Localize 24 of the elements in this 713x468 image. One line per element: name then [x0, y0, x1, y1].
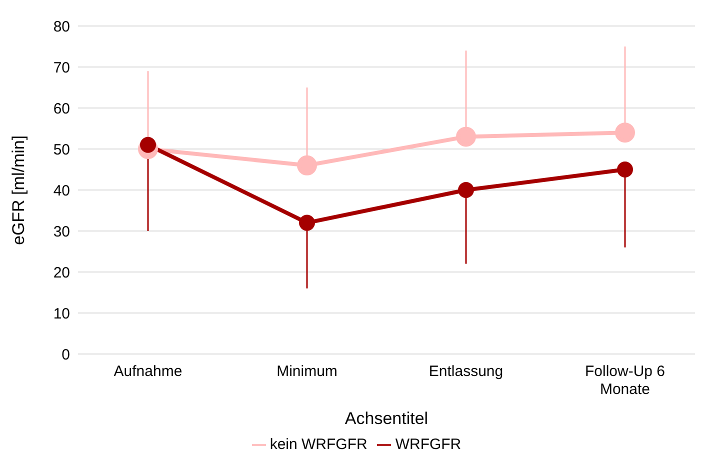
y-tick-label: 30 — [53, 223, 70, 240]
y-tick-label: 20 — [53, 264, 70, 282]
y-axis-title: eGFR [ml/min] — [9, 135, 28, 245]
legend-label: WRFGFR — [395, 436, 462, 453]
point — [140, 136, 156, 153]
legend-label: kein WRFGFR — [270, 436, 368, 453]
point — [299, 214, 315, 231]
x-tick-label: Minimum — [276, 363, 338, 380]
y-tick-label: 80 — [53, 18, 70, 36]
x-tick-label: Entlassung — [428, 363, 504, 380]
point — [297, 155, 317, 176]
x-tick-label: Aufnahme — [114, 363, 182, 380]
point — [456, 126, 476, 147]
x-axis-title: Achsentitel — [344, 409, 428, 428]
point — [615, 122, 635, 143]
point — [617, 162, 633, 178]
point — [458, 182, 474, 198]
y-tick-label: 10 — [53, 305, 70, 322]
y-tick-label: 0 — [62, 346, 70, 364]
y-tick-label: 60 — [53, 100, 70, 118]
y-tick-label: 50 — [53, 141, 70, 158]
x-tick-label: Follow-Up 6 Monate — [584, 363, 666, 398]
y-tick-label: 40 — [53, 182, 70, 200]
y-tick-label: 70 — [53, 59, 70, 76]
